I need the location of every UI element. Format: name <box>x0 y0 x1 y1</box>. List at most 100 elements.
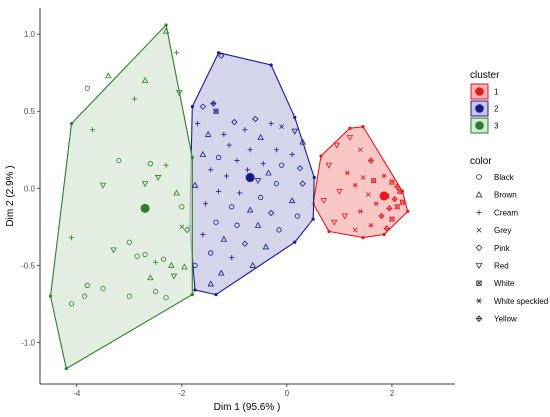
y-tick-label: 1.0 <box>24 30 36 39</box>
data-point <box>141 77 149 83</box>
data-point <box>358 147 363 153</box>
data-point <box>223 173 230 179</box>
cluster-3-hull-vertex <box>64 366 68 371</box>
cluster-legend-item: 2 <box>470 100 499 117</box>
cluster-centroids <box>140 173 389 213</box>
data-point <box>84 85 90 91</box>
data-point <box>181 263 188 270</box>
y-axis-title: Dim 2 (2.9% ) <box>5 165 16 226</box>
cluster-2-hull-vertex <box>190 105 194 109</box>
color-legend-item: Yellow <box>475 315 517 324</box>
data-point <box>183 226 191 234</box>
color-legend-item: Grey <box>476 226 511 235</box>
cross-icon <box>476 227 482 233</box>
cluster-3-hull-vertex <box>190 293 194 297</box>
cluster-legend-label: 3 <box>494 122 499 131</box>
color-legend-item: Black <box>476 173 515 182</box>
data-point <box>170 273 178 280</box>
data-point <box>254 221 262 228</box>
data-point <box>242 127 248 133</box>
data-point <box>267 209 275 217</box>
data-point <box>220 235 228 242</box>
x-tick-label: 0 <box>285 389 290 398</box>
cluster-hulls <box>48 23 410 371</box>
data-point <box>333 142 341 149</box>
data-point <box>173 189 180 196</box>
data-point <box>368 222 374 228</box>
data-point <box>279 162 285 168</box>
data-point <box>202 201 209 207</box>
data-point <box>273 147 279 153</box>
data-point <box>142 251 148 258</box>
data-point <box>346 134 354 141</box>
data-point <box>391 195 398 203</box>
triangle-down-icon <box>475 262 483 270</box>
data-point <box>217 269 225 276</box>
cluster-2-hull-vertex <box>217 51 221 55</box>
data-point <box>207 280 215 287</box>
color-legend-item: Brown <box>475 191 517 200</box>
data-point <box>191 181 199 188</box>
cluster-2-hull-vertex <box>311 217 315 221</box>
data-point <box>341 213 348 220</box>
cluster-1-hull-vertex <box>361 236 365 240</box>
data-point <box>126 239 132 245</box>
data-point <box>244 167 251 173</box>
data-point <box>84 282 90 288</box>
data-point <box>365 192 371 197</box>
data-point <box>344 170 350 176</box>
color-legend-item: Red <box>475 262 509 271</box>
data-point <box>218 52 225 59</box>
data-point <box>249 261 257 268</box>
data-point <box>204 130 212 137</box>
data-point <box>294 213 301 219</box>
data-point <box>252 115 259 123</box>
data-point <box>68 301 75 307</box>
data-point <box>381 173 387 179</box>
cluster-1-hull-vertex <box>348 126 352 130</box>
data-point <box>367 157 375 164</box>
data-point <box>213 108 219 114</box>
data-point <box>336 188 343 195</box>
data-point <box>210 100 217 107</box>
data-point <box>105 72 112 79</box>
data-point <box>288 197 296 204</box>
data-point <box>378 212 385 220</box>
color-legend-label: Cream <box>494 208 518 217</box>
cluster-1-hull <box>312 126 409 239</box>
x-tick-label: -4 <box>73 389 81 398</box>
data-point <box>276 227 282 233</box>
triangle-icon <box>475 191 483 198</box>
data-point <box>192 262 198 268</box>
color-legend-label: Brown <box>494 191 517 200</box>
data-point <box>131 96 138 102</box>
data-point <box>199 103 207 110</box>
data-point <box>360 175 366 180</box>
data-point <box>175 90 183 97</box>
data-point <box>289 151 295 157</box>
data-point <box>160 256 167 262</box>
data-point <box>152 288 159 295</box>
data-point <box>237 190 243 196</box>
data-point <box>179 204 185 210</box>
cluster-1-hull-vertex <box>319 154 323 158</box>
y-ticks: -1.0 -0.5 0.0 0.5 1.0 <box>21 30 40 347</box>
cluster-2-hull-vertex <box>214 293 218 297</box>
data-point <box>386 205 393 212</box>
data-point <box>179 224 185 230</box>
data-point <box>126 293 132 299</box>
data-point <box>200 231 206 238</box>
diamond-plus-icon <box>475 315 483 322</box>
data-point <box>246 206 254 213</box>
data-point <box>68 235 75 241</box>
data-point <box>162 27 170 34</box>
data-point <box>99 182 107 189</box>
color-legend-title: color <box>470 156 492 167</box>
cluster-1-hull-vertex <box>327 229 331 234</box>
data-point <box>208 250 214 256</box>
data-point <box>330 219 338 226</box>
cluster-1-centroid <box>379 191 389 201</box>
cluster-2-hull-vertex <box>312 175 316 180</box>
y-tick-label: -1.0 <box>21 338 35 347</box>
